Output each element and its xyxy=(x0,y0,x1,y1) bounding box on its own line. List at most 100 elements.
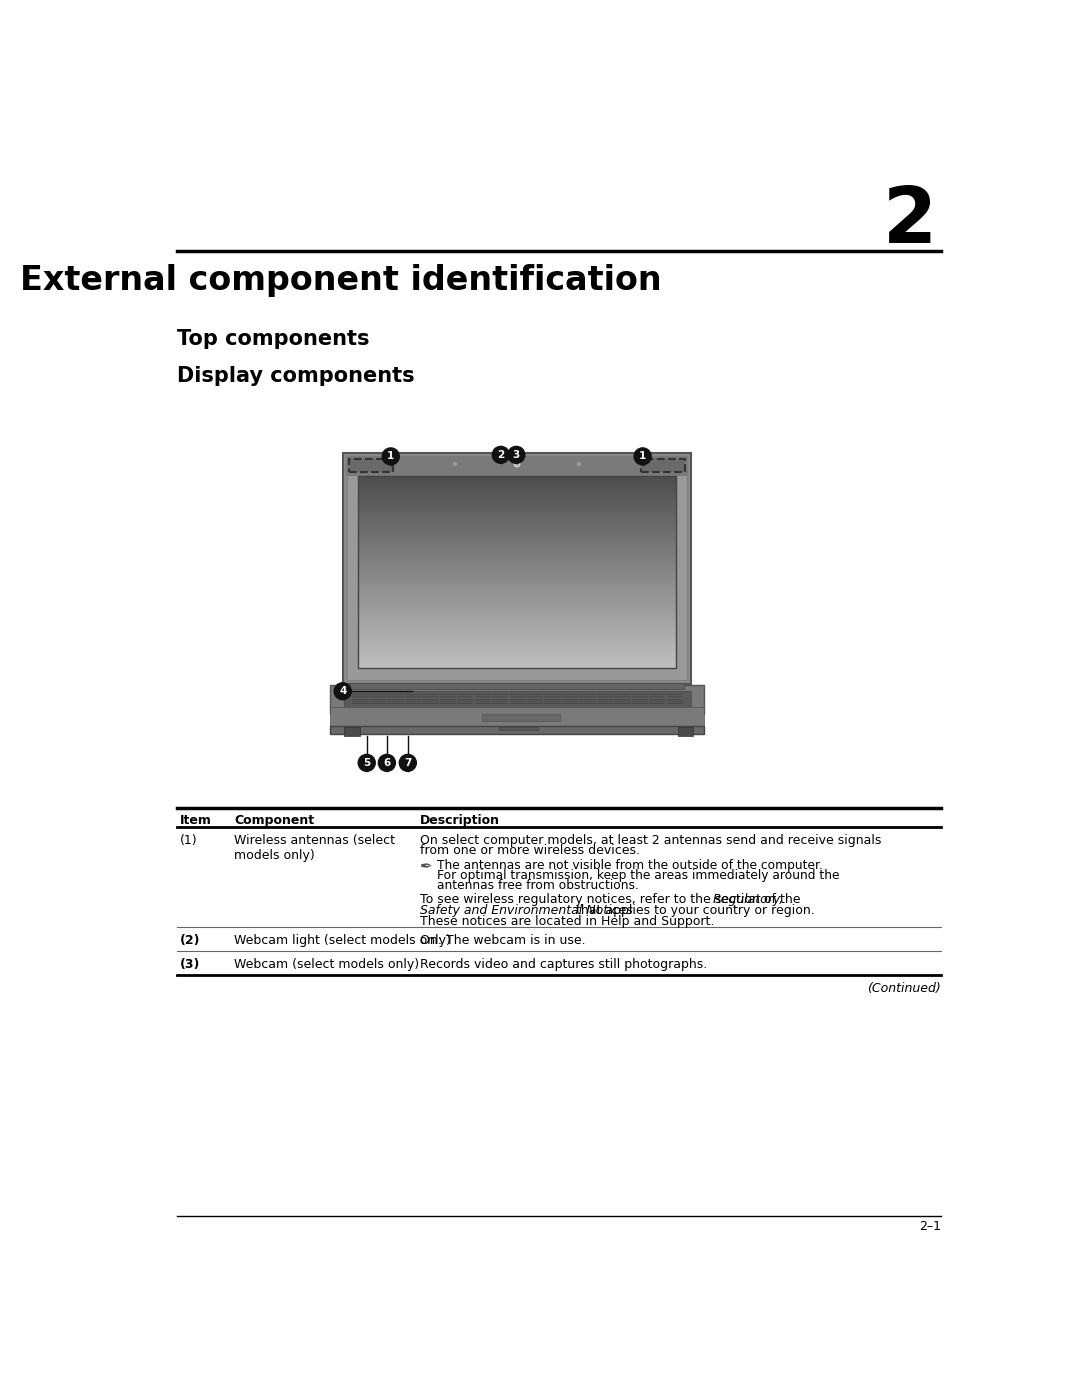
Text: that applies to your country or region.: that applies to your country or region. xyxy=(572,904,814,916)
Text: 1: 1 xyxy=(387,451,394,461)
Bar xyxy=(359,528,676,531)
Bar xyxy=(359,613,676,615)
Text: Records video and captures still photographs.: Records video and captures still photogr… xyxy=(420,958,707,971)
Circle shape xyxy=(400,754,416,771)
Bar xyxy=(359,574,676,577)
Bar xyxy=(359,571,676,574)
Text: On: The webcam is in use.: On: The webcam is in use. xyxy=(420,933,585,947)
Text: Description: Description xyxy=(420,813,500,827)
Bar xyxy=(359,594,676,597)
Text: (Continued): (Continued) xyxy=(867,982,941,995)
Bar xyxy=(359,562,676,564)
Bar xyxy=(359,640,676,641)
Bar xyxy=(359,504,676,507)
Bar xyxy=(359,591,676,594)
Bar xyxy=(349,458,393,472)
Bar xyxy=(359,510,676,511)
Bar xyxy=(359,615,676,617)
Bar xyxy=(350,683,684,689)
Bar xyxy=(359,495,676,497)
Bar xyxy=(359,648,676,651)
Text: 6: 6 xyxy=(383,757,391,768)
Circle shape xyxy=(492,447,510,464)
Text: For optimal transmission, keep the areas immediately around the: For optimal transmission, keep the areas… xyxy=(437,869,840,882)
Bar xyxy=(359,624,676,627)
Circle shape xyxy=(334,683,351,700)
Bar xyxy=(359,521,676,524)
Bar xyxy=(330,707,704,726)
Text: 2: 2 xyxy=(883,183,937,258)
Bar xyxy=(330,726,704,733)
Bar xyxy=(359,550,676,553)
Bar xyxy=(359,666,676,668)
Bar xyxy=(359,620,676,623)
Bar xyxy=(359,654,676,657)
Bar xyxy=(359,557,676,560)
Text: Item: Item xyxy=(180,813,212,827)
Bar xyxy=(359,577,676,580)
Bar xyxy=(349,458,393,472)
Bar xyxy=(359,570,676,571)
Bar xyxy=(359,601,676,604)
Text: The antennas are not visible from the outside of the computer.: The antennas are not visible from the ou… xyxy=(437,859,823,872)
Bar xyxy=(359,584,676,587)
Bar xyxy=(359,647,676,648)
Bar xyxy=(345,692,691,707)
Bar xyxy=(359,641,676,644)
Bar xyxy=(359,634,676,637)
Bar xyxy=(359,538,676,541)
Text: 7: 7 xyxy=(404,757,411,768)
Text: Regulatory,: Regulatory, xyxy=(713,893,784,907)
Bar xyxy=(359,597,676,598)
Text: (1): (1) xyxy=(180,834,198,847)
Bar xyxy=(359,644,676,647)
Bar xyxy=(359,543,676,545)
Bar xyxy=(359,553,676,555)
Bar xyxy=(359,475,676,668)
Bar xyxy=(359,541,676,543)
Bar xyxy=(359,608,676,610)
Text: 5: 5 xyxy=(363,757,370,768)
Circle shape xyxy=(578,462,581,465)
Bar xyxy=(359,617,676,620)
Bar xyxy=(359,500,676,502)
Bar xyxy=(359,497,676,500)
Bar xyxy=(359,610,676,613)
Bar xyxy=(359,630,676,631)
Circle shape xyxy=(515,462,518,465)
Bar xyxy=(359,604,676,605)
Bar xyxy=(359,531,676,534)
Bar xyxy=(359,493,676,495)
Bar xyxy=(359,475,676,478)
Bar xyxy=(359,657,676,658)
Bar xyxy=(359,581,676,584)
Text: External component identification: External component identification xyxy=(21,264,662,298)
Bar xyxy=(359,524,676,527)
Text: 2: 2 xyxy=(497,450,504,460)
Text: from one or more wireless devices.: from one or more wireless devices. xyxy=(420,844,640,858)
Text: 3: 3 xyxy=(513,450,519,460)
Bar xyxy=(359,664,676,666)
Text: Webcam (select models only): Webcam (select models only) xyxy=(234,958,419,971)
Bar xyxy=(359,555,676,557)
Text: On select computer models, at least 2 antennas send and receive signals: On select computer models, at least 2 an… xyxy=(420,834,881,847)
Text: Webcam light (select models only): Webcam light (select models only) xyxy=(234,933,451,947)
Circle shape xyxy=(378,754,395,771)
Bar xyxy=(359,536,676,538)
Bar xyxy=(359,567,676,570)
Bar xyxy=(359,627,676,630)
Bar xyxy=(359,527,676,528)
Polygon shape xyxy=(342,453,691,683)
Bar xyxy=(359,502,676,504)
Bar xyxy=(359,518,676,521)
Bar xyxy=(359,507,676,510)
Bar xyxy=(359,490,676,493)
Text: To see wireless regulatory notices, refer to the section of the: To see wireless regulatory notices, refe… xyxy=(420,893,805,907)
Text: (3): (3) xyxy=(180,958,200,971)
Text: antennas free from obstructions.: antennas free from obstructions. xyxy=(437,879,639,893)
Bar xyxy=(359,588,676,591)
Circle shape xyxy=(359,754,375,771)
Text: Wireless antennas (select
models only): Wireless antennas (select models only) xyxy=(234,834,395,862)
Bar xyxy=(359,605,676,608)
Bar xyxy=(359,637,676,640)
